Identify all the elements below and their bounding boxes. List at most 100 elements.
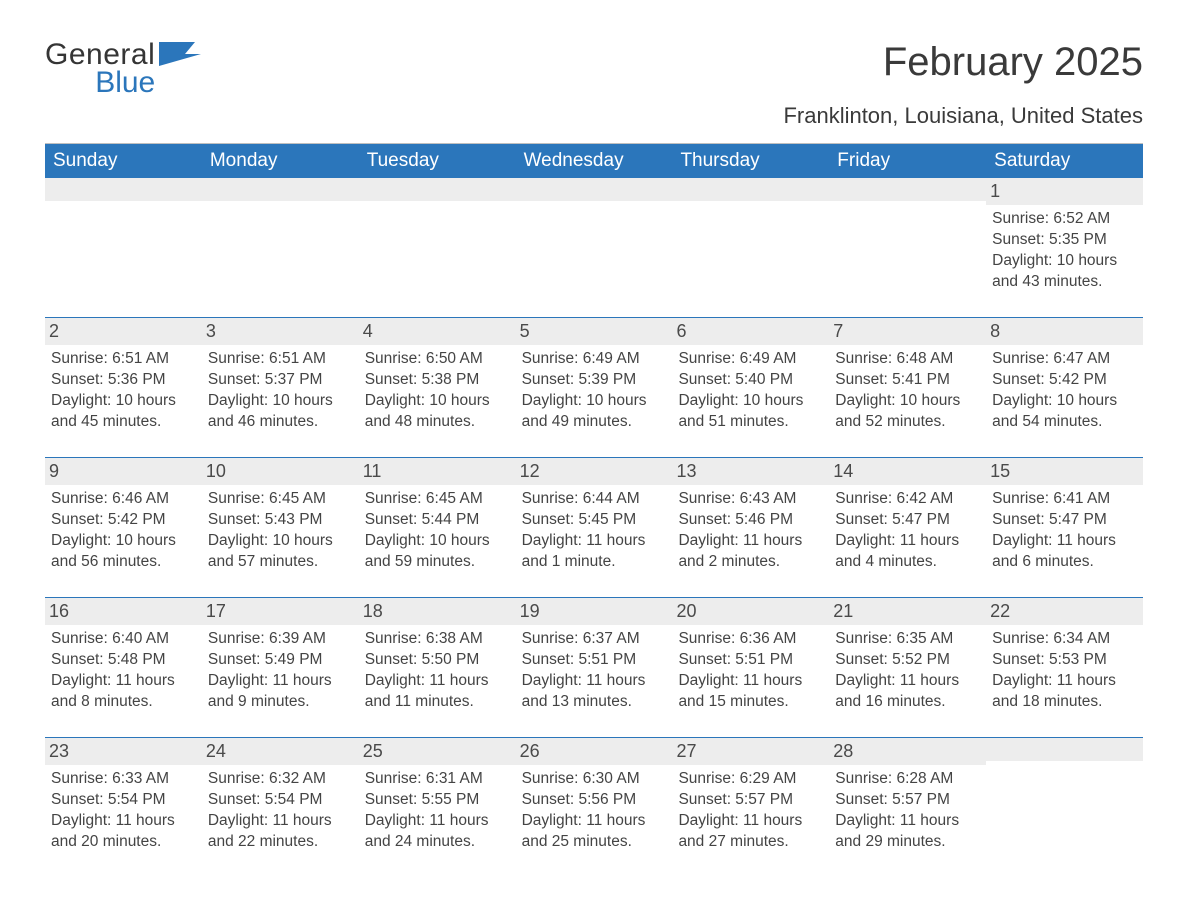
sunrise-line: Sunrise: 6:46 AM: [51, 489, 196, 510]
day-cell: 1Sunrise: 6:52 AMSunset: 5:35 PMDaylight…: [986, 178, 1143, 297]
day-number: 18: [359, 598, 516, 625]
day-cell: 20 Sunrise: 6:36 AMSunset: 5:51 PMDayligh…: [672, 598, 829, 717]
day-number: [829, 178, 986, 201]
day-number: 8: [986, 318, 1143, 345]
day-info: Sunrise: 6:28 AMSunset: 5:57 PMDaylight:…: [833, 769, 980, 853]
day-info: Sunrise: 6:44 AMSunset: 5:45 PMDaylight:…: [520, 489, 667, 573]
day-cell: 7Sunrise: 6:48 AMSunset: 5:41 PMDaylight…: [829, 318, 986, 437]
sunrise-line: Sunrise: 6:45 AM: [365, 489, 510, 510]
sunrise-line: Sunrise: 6:28 AM: [835, 769, 980, 790]
sunset-line: Sunset: 5:45 PM: [522, 510, 667, 531]
sunrise-line: Sunrise: 6:30 AM: [522, 769, 667, 790]
daylight-line: Daylight: 11 hours and 1 minute.: [522, 531, 667, 573]
daylight-line: Daylight: 11 hours and 15 minutes.: [678, 671, 823, 713]
day-cell: [202, 178, 359, 297]
sunrise-line: Sunrise: 6:51 AM: [208, 349, 353, 370]
daylight-line: Daylight: 11 hours and 6 minutes.: [992, 531, 1137, 573]
day-number: 23: [45, 738, 202, 765]
sunset-line: Sunset: 5:42 PM: [992, 370, 1137, 391]
daylight-line: Daylight: 11 hours and 29 minutes.: [835, 811, 980, 853]
sunset-line: Sunset: 5:42 PM: [51, 510, 196, 531]
daylight-line: Daylight: 11 hours and 18 minutes.: [992, 671, 1137, 713]
daylight-line: Daylight: 11 hours and 4 minutes.: [835, 531, 980, 573]
day-cell: 13Sunrise: 6:43 AMSunset: 5:46 PMDayligh…: [672, 458, 829, 577]
sunset-line: Sunset: 5:51 PM: [678, 650, 823, 671]
day-number: [202, 178, 359, 201]
sunset-line: Sunset: 5:37 PM: [208, 370, 353, 391]
sunrise-line: Sunrise: 6:34 AM: [992, 629, 1137, 650]
sunrise-line: Sunrise: 6:47 AM: [992, 349, 1137, 370]
daylight-line: Daylight: 11 hours and 24 minutes.: [365, 811, 510, 853]
daylight-line: Daylight: 11 hours and 27 minutes.: [678, 811, 823, 853]
sunset-line: Sunset: 5:35 PM: [992, 230, 1137, 251]
day-info: Sunrise: 6:36 AMSunset: 5:51 PMDaylight:…: [676, 629, 823, 713]
day-cell: 24Sunrise: 6:32 AMSunset: 5:54 PMDayligh…: [202, 738, 359, 857]
day-cell: [672, 178, 829, 297]
day-info: Sunrise: 6:48 AMSunset: 5:41 PMDaylight:…: [833, 349, 980, 433]
day-info: Sunrise: 6:47 AMSunset: 5:42 PMDaylight:…: [990, 349, 1137, 433]
sunset-line: Sunset: 5:41 PM: [835, 370, 980, 391]
daylight-line: Daylight: 10 hours and 52 minutes.: [835, 391, 980, 433]
day-number: 26: [516, 738, 673, 765]
day-info: Sunrise: 6:43 AMSunset: 5:46 PMDaylight:…: [676, 489, 823, 573]
day-number: 3: [202, 318, 359, 345]
sunrise-line: Sunrise: 6:33 AM: [51, 769, 196, 790]
day-cell: [986, 738, 1143, 857]
day-number: [986, 738, 1143, 761]
day-number: 24: [202, 738, 359, 765]
day-info: Sunrise: 6:34 AMSunset: 5:53 PMDaylight:…: [990, 629, 1137, 713]
daylight-line: Daylight: 10 hours and 56 minutes.: [51, 531, 196, 573]
sunrise-line: Sunrise: 6:52 AM: [992, 209, 1137, 230]
day-info: Sunrise: 6:33 AMSunset: 5:54 PMDaylight:…: [49, 769, 196, 853]
header: General Blue February 2025 Franklinton, …: [45, 40, 1143, 139]
logo-blue: Blue: [45, 68, 155, 98]
day-info: Sunrise: 6:49 AMSunset: 5:39 PMDaylight:…: [520, 349, 667, 433]
sunset-line: Sunset: 5:48 PM: [51, 650, 196, 671]
day-cell: 12Sunrise: 6:44 AMSunset: 5:45 PMDayligh…: [516, 458, 673, 577]
daylight-line: Daylight: 11 hours and 8 minutes.: [51, 671, 196, 713]
day-cell: 15Sunrise: 6:41 AMSunset: 5:47 PMDayligh…: [986, 458, 1143, 577]
day-cell: 16 Sunrise: 6:40 AMSunset: 5:48 PMDayligh…: [45, 598, 202, 717]
day-cell: 8 Sunrise: 6:47 AMSunset: 5:42 PMDaylight…: [986, 318, 1143, 437]
day-number: 16: [45, 598, 202, 625]
day-number: 25: [359, 738, 516, 765]
day-info: Sunrise: 6:51 AMSunset: 5:37 PMDaylight:…: [206, 349, 353, 433]
sunrise-line: Sunrise: 6:29 AM: [678, 769, 823, 790]
sunset-line: Sunset: 5:47 PM: [992, 510, 1137, 531]
day-info: Sunrise: 6:40 AMSunset: 5:48 PMDaylight:…: [49, 629, 196, 713]
day-cell: 11Sunrise: 6:45 AMSunset: 5:44 PMDayligh…: [359, 458, 516, 577]
sunrise-line: Sunrise: 6:42 AM: [835, 489, 980, 510]
day-cell: 9Sunrise: 6:46 AMSunset: 5:42 PMDaylight…: [45, 458, 202, 577]
day-cell: 3 Sunrise: 6:51 AMSunset: 5:37 PMDaylight…: [202, 318, 359, 437]
day-number: 10: [202, 458, 359, 485]
week-row: 2Sunrise: 6:51 AMSunset: 5:36 PMDaylight…: [45, 317, 1143, 437]
day-cell: 6Sunrise: 6:49 AMSunset: 5:40 PMDaylight…: [672, 318, 829, 437]
sunrise-line: Sunrise: 6:48 AM: [835, 349, 980, 370]
day-header-tuesday: Tuesday: [359, 144, 516, 178]
day-number: 17: [202, 598, 359, 625]
sunset-line: Sunset: 5:36 PM: [51, 370, 196, 391]
daylight-line: Daylight: 10 hours and 46 minutes.: [208, 391, 353, 433]
daylight-line: Daylight: 11 hours and 16 minutes.: [835, 671, 980, 713]
sunrise-line: Sunrise: 6:40 AM: [51, 629, 196, 650]
day-cell: 22Sunrise: 6:34 AMSunset: 5:53 PMDayligh…: [986, 598, 1143, 717]
sunset-line: Sunset: 5:46 PM: [678, 510, 823, 531]
sunrise-line: Sunrise: 6:38 AM: [365, 629, 510, 650]
day-cell: 18Sunrise: 6:38 AMSunset: 5:50 PMDayligh…: [359, 598, 516, 717]
day-info: Sunrise: 6:35 AMSunset: 5:52 PMDaylight:…: [833, 629, 980, 713]
day-number: 20: [672, 598, 829, 625]
daylight-line: Daylight: 11 hours and 22 minutes.: [208, 811, 353, 853]
week-row: 16Sunrise: 6:40 AMSunset: 5:48 PMDayligh…: [45, 597, 1143, 717]
daylight-line: Daylight: 11 hours and 20 minutes.: [51, 811, 196, 853]
sunset-line: Sunset: 5:44 PM: [365, 510, 510, 531]
daylight-line: Daylight: 10 hours and 49 minutes.: [522, 391, 667, 433]
day-number: 28: [829, 738, 986, 765]
day-info: Sunrise: 6:50 AMSunset: 5:38 PMDaylight:…: [363, 349, 510, 433]
day-info: Sunrise: 6:39 AMSunset: 5:49 PMDaylight:…: [206, 629, 353, 713]
day-number: [672, 178, 829, 201]
sunset-line: Sunset: 5:38 PM: [365, 370, 510, 391]
day-cell: 25Sunrise: 6:31 AMSunset: 5:55 PMDayligh…: [359, 738, 516, 857]
day-cell: 14Sunrise: 6:42 AMSunset: 5:47 PMDayligh…: [829, 458, 986, 577]
sunrise-line: Sunrise: 6:51 AM: [51, 349, 196, 370]
day-info: Sunrise: 6:52 AMSunset: 5:35 PMDaylight:…: [990, 209, 1137, 293]
